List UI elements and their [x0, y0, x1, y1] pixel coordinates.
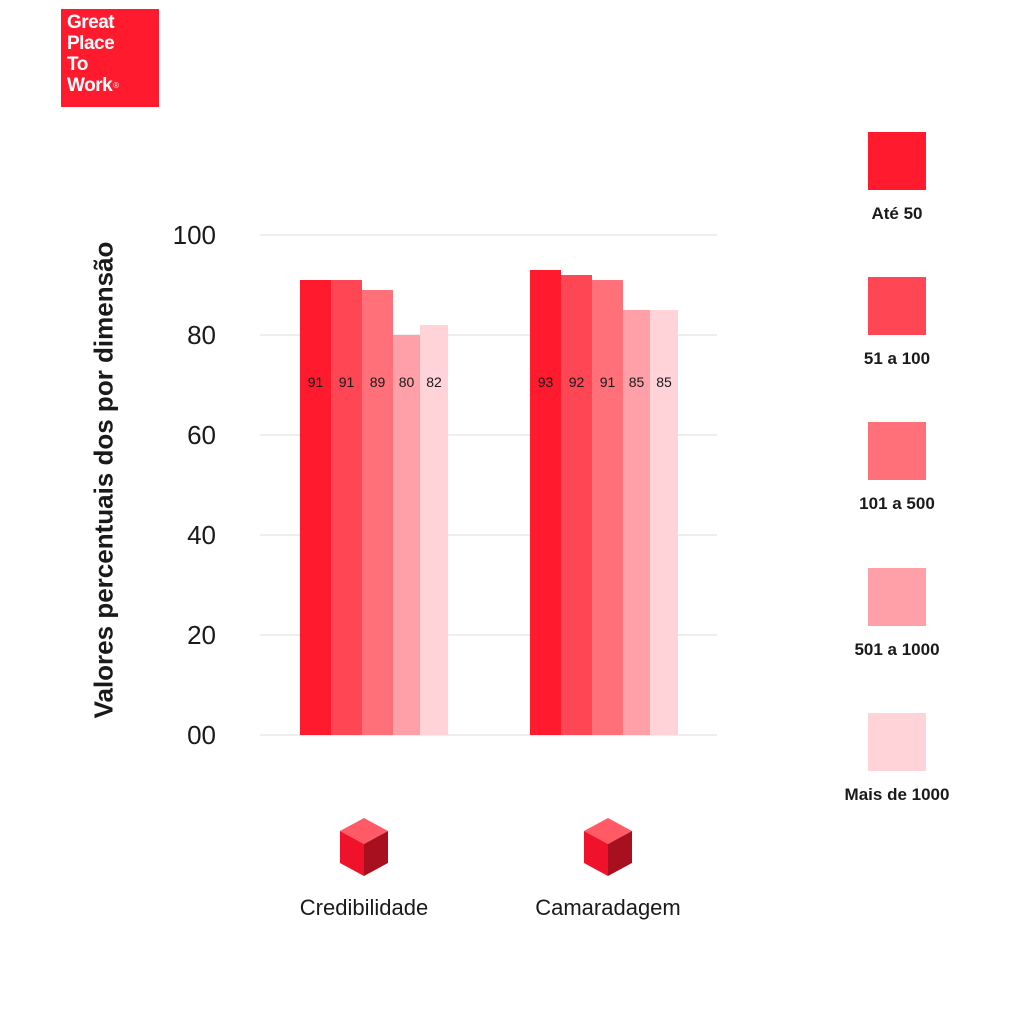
legend-item: Mais de 1000 [817, 713, 977, 805]
y-tick-label: 20 [187, 620, 216, 650]
bar [300, 280, 331, 735]
legend-item: 501 a 1000 [817, 568, 977, 660]
cube-icon [488, 816, 728, 883]
legend-swatch [868, 568, 926, 626]
x-category-label: Credibilidade [299, 895, 429, 920]
bar [561, 275, 592, 735]
bar [530, 270, 561, 735]
legend-swatch [868, 422, 926, 480]
y-tick-label: 80 [187, 320, 216, 350]
bar-value-label: 89 [370, 374, 386, 390]
legend-swatch [868, 713, 926, 771]
bar [331, 280, 362, 735]
logo-line-1: Great [67, 12, 115, 33]
bar-value-label: 91 [339, 374, 355, 390]
legend-label: 101 a 500 [859, 494, 935, 513]
legend-swatch [868, 277, 926, 335]
y-tick-label: 00 [187, 720, 216, 750]
bar-value-label: 85 [629, 374, 645, 390]
y-tick-label: 100 [173, 220, 216, 250]
x-category-label: Camaradagem [535, 895, 681, 920]
legend-label: Mais de 1000 [844, 785, 950, 804]
bar [420, 325, 448, 735]
bar-value-label: 91 [600, 374, 616, 390]
legend-label: 51 a 100 [863, 349, 931, 368]
legend-label: Até 50 [871, 204, 923, 223]
bar-value-label: 80 [399, 374, 415, 390]
bar [393, 335, 420, 735]
legend-item: 51 a 100 [817, 277, 977, 369]
bar [623, 310, 650, 735]
registered-mark: ® [113, 81, 119, 90]
bar-value-label: 82 [426, 374, 442, 390]
legend-label: 501 a 1000 [854, 640, 940, 659]
cube-icon [244, 816, 484, 883]
category-group: Camaradagem [488, 816, 728, 921]
bar [650, 310, 678, 735]
great-place-to-work-logo: Great Place To Work® [61, 9, 159, 107]
bar-value-label: 93 [538, 374, 554, 390]
bar [362, 290, 393, 735]
bar [592, 280, 623, 735]
bar-value-label: 92 [569, 374, 585, 390]
y-tick-label: 40 [187, 520, 216, 550]
legend-swatch [868, 132, 926, 190]
logo-word-work: Work [67, 75, 113, 96]
legend-item: Até 50 [817, 132, 977, 224]
logo-line-3: To [67, 54, 88, 75]
category-group: Credibilidade [244, 816, 484, 921]
logo-line-2: Place [67, 33, 115, 54]
legend-item: 101 a 500 [817, 422, 977, 514]
logo-line-4: Work® [67, 75, 159, 96]
y-tick-label: 60 [187, 420, 216, 450]
bar-value-label: 91 [308, 374, 324, 390]
bar-value-label: 85 [656, 374, 672, 390]
